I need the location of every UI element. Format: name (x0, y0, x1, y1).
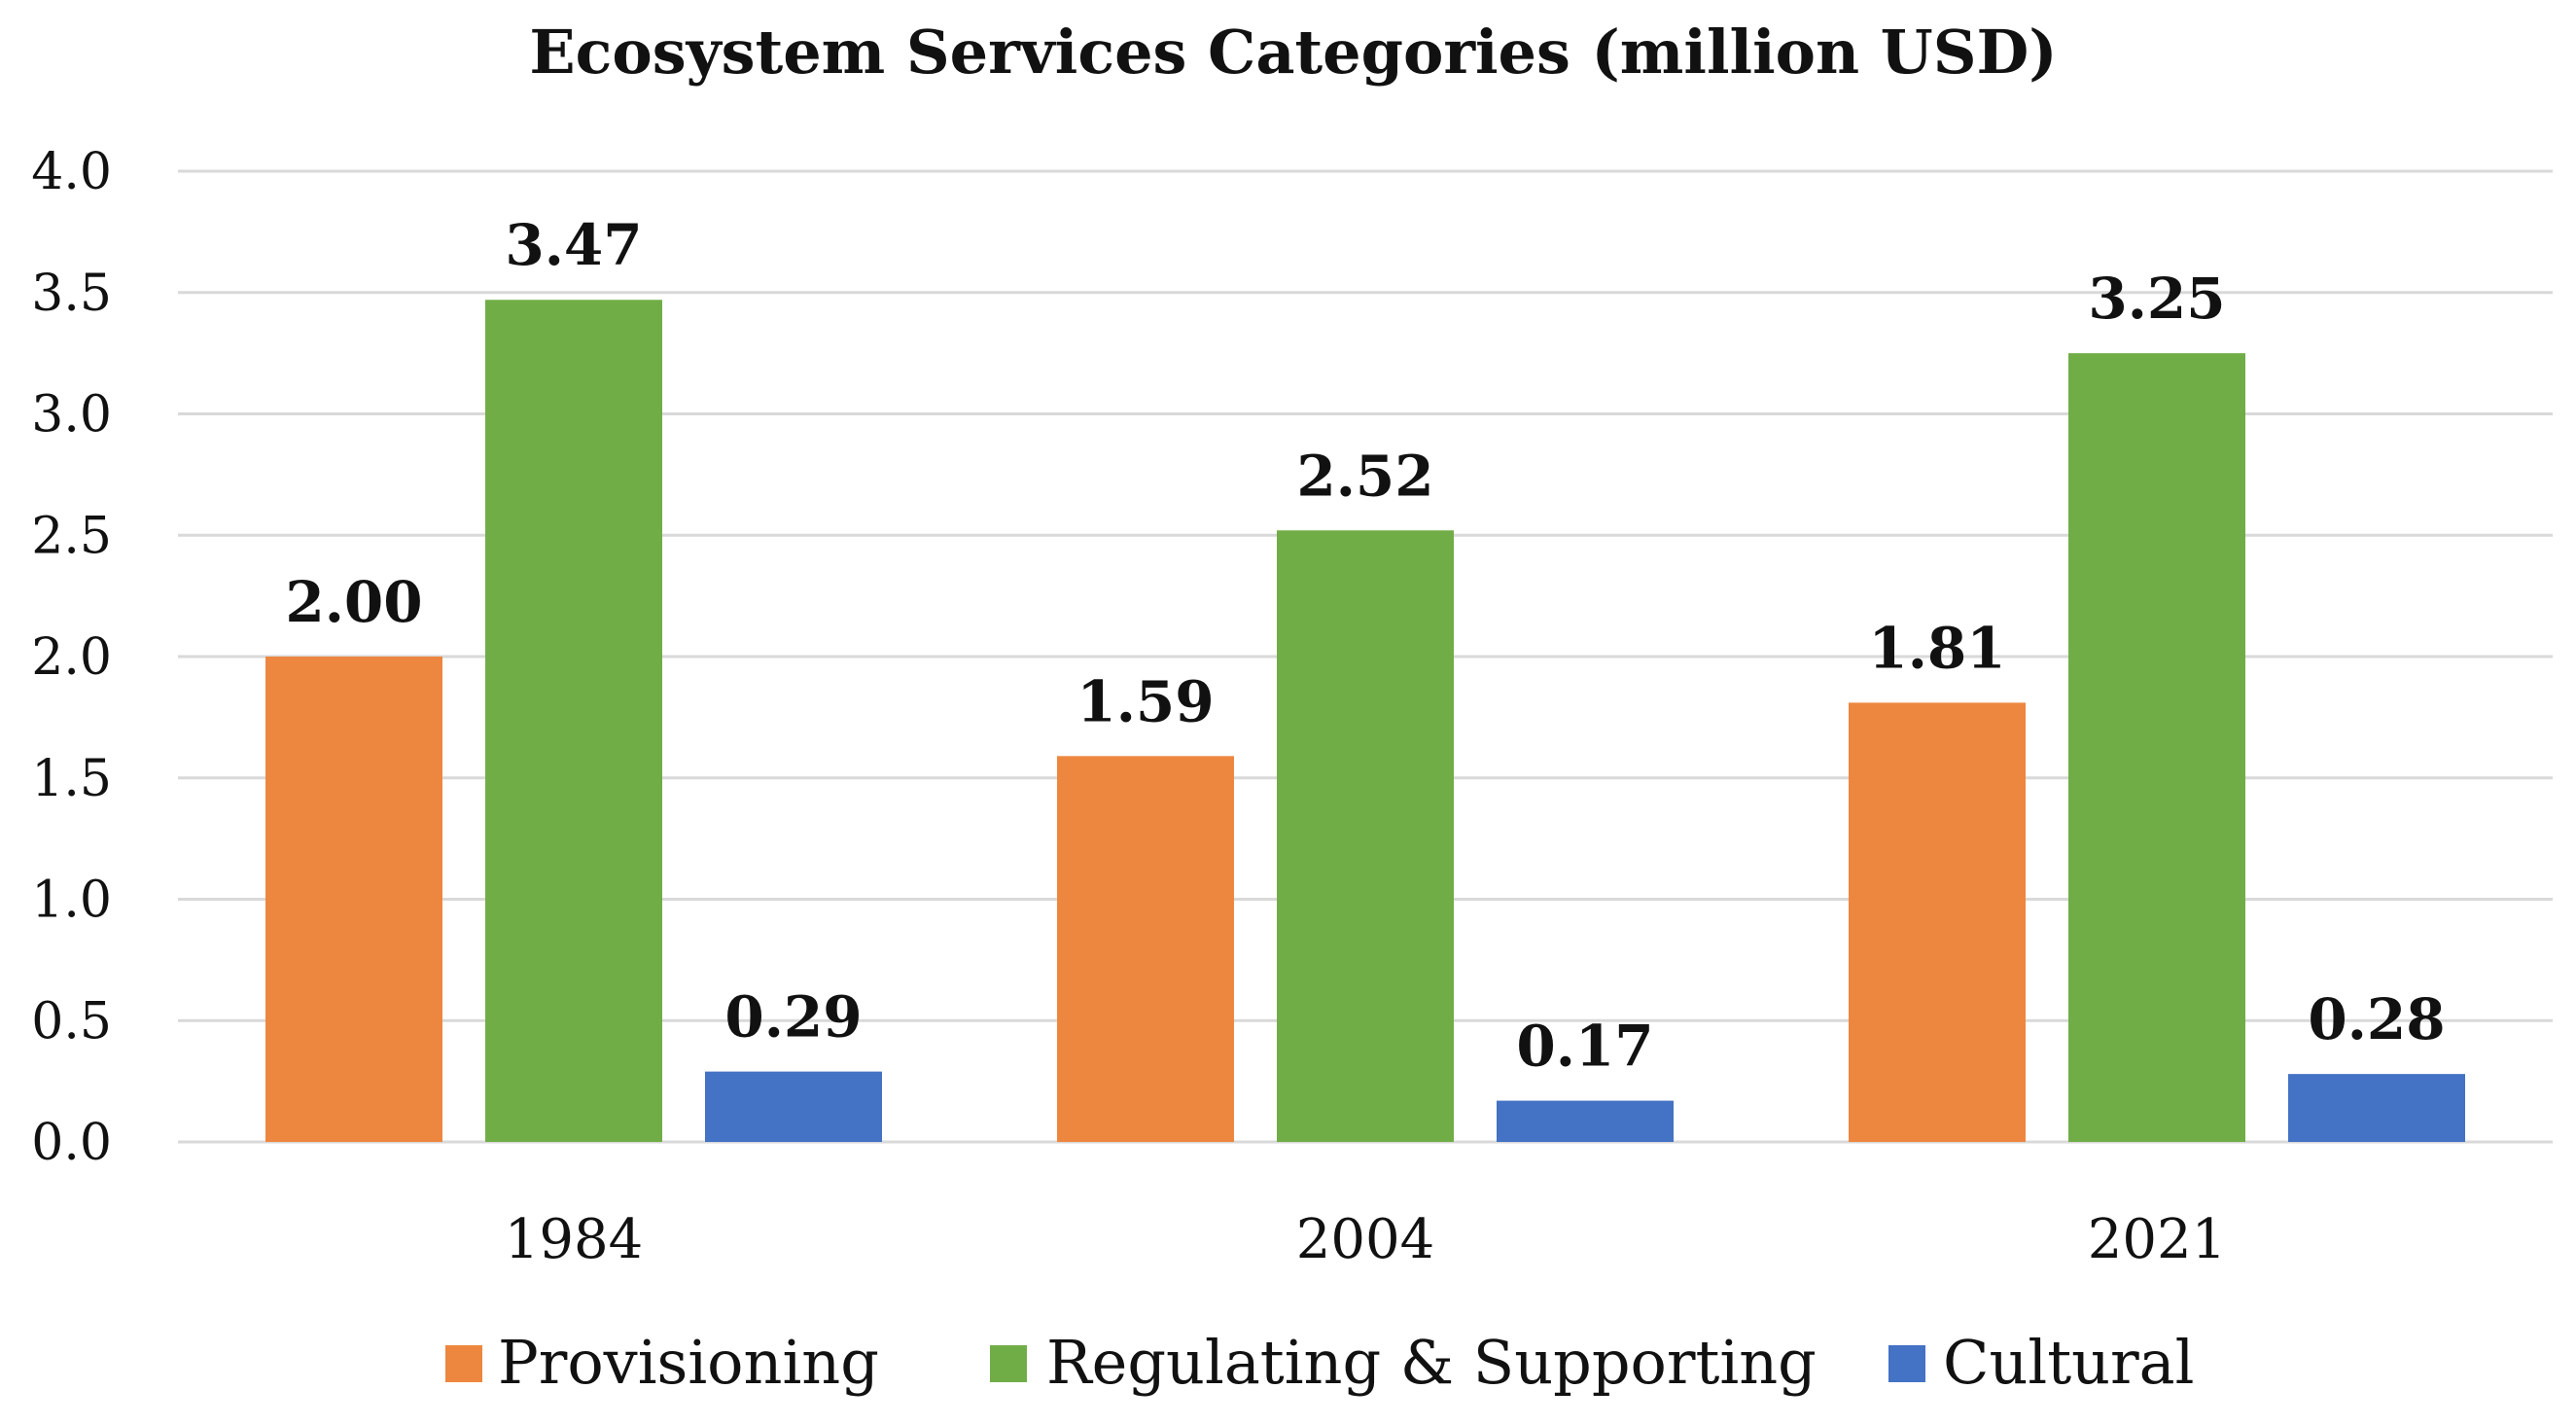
data-labels: 2.00 3.47 0.29 1.59 2.52 0.17 1.81 3.25 0.28 (285, 212, 2445, 1079)
y-tick-label: 2.5 (31, 507, 112, 565)
y-tick-label: 4.0 (31, 143, 112, 201)
x-axis-categories: 1984 2004 2021 (505, 1208, 2227, 1271)
x-category-label: 1984 (505, 1208, 644, 1271)
data-label: 0.29 (724, 984, 862, 1051)
legend-swatch (990, 1345, 1027, 1382)
legend-label: Regulating & Supporting (1046, 1327, 1817, 1398)
legend-swatch (445, 1345, 482, 1382)
data-label: 0.28 (2308, 986, 2445, 1052)
y-axis-ticks: 0.0 0.5 1.0 1.5 2.0 2.5 3.0 3.5 4.0 (31, 143, 112, 1172)
bar-2021-cultural (2288, 1074, 2465, 1142)
bar-1984-regulating-supporting (485, 300, 662, 1142)
data-label: 3.25 (2088, 266, 2225, 332)
y-tick-label: 2.0 (31, 628, 112, 687)
bar-2021-provisioning (1849, 702, 2026, 1142)
legend-label: Provisioning (498, 1327, 879, 1398)
y-tick-label: 3.5 (31, 265, 112, 323)
legend-swatch (1888, 1345, 1925, 1382)
data-label: 1.59 (1076, 668, 1214, 734)
bar-1984-provisioning (265, 657, 442, 1142)
y-tick-label: 1.0 (31, 872, 112, 930)
data-label: 0.17 (1516, 1014, 1653, 1080)
x-category-label: 2021 (2088, 1208, 2227, 1271)
bar-2004-regulating-supporting (1277, 530, 1454, 1142)
y-tick-label: 0.0 (31, 1114, 112, 1172)
bar-2021-regulating-supporting (2068, 353, 2245, 1142)
y-tick-label: 1.5 (31, 750, 112, 808)
legend: Provisioning Regulating & Supporting Cultu… (445, 1327, 2194, 1398)
y-tick-label: 0.5 (31, 992, 112, 1051)
x-category-label: 2004 (1296, 1208, 1435, 1271)
data-label: 3.47 (505, 212, 642, 278)
bar-2004-cultural (1497, 1100, 1674, 1142)
data-label: 2.00 (285, 569, 422, 635)
data-label: 1.81 (1868, 615, 2005, 681)
data-label: 2.52 (1296, 443, 1433, 509)
y-tick-label: 3.0 (31, 386, 112, 445)
bar-2004-provisioning (1057, 756, 1234, 1142)
legend-label: Cultural (1943, 1327, 2194, 1398)
bar-1984-cultural (705, 1071, 882, 1142)
chart-title: Ecosystem Services Categories (million U… (529, 17, 2057, 88)
bars (265, 300, 2465, 1142)
